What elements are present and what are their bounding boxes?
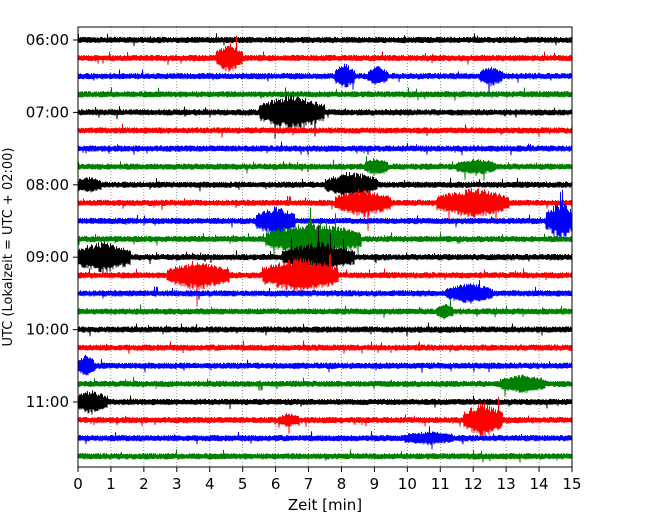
seismogram-trace [77, 279, 573, 304]
y-axis-ticks: 06:00 07:00 08:00 09:00 10:00 11:00 [26, 31, 78, 411]
x-tick-label: 1 [106, 475, 116, 493]
x-tick-label: 15 [562, 475, 581, 493]
x-tick-label: 14 [530, 475, 549, 493]
seismogram-trace [77, 63, 573, 97]
seismogram-trace [77, 87, 573, 101]
seismogram-trace [77, 171, 573, 212]
seismogram-trace [77, 123, 573, 138]
x-tick-label: 12 [464, 475, 483, 493]
seismogram-trace [77, 253, 573, 307]
seismogram-trace [77, 35, 573, 72]
x-axis-label: Zeit [min] [288, 496, 362, 514]
x-tick-label: 13 [497, 475, 516, 493]
seismogram-trace [77, 189, 573, 241]
y-axis-label: UTC (Lokalzeit = UTC + 02:00) [1, 148, 16, 347]
x-tick-label: 3 [172, 475, 182, 493]
x-tick-label: 5 [238, 475, 248, 493]
x-tick-label: 10 [398, 475, 417, 493]
y-tick-label: 09:00 [26, 248, 69, 266]
seismogram-traces [77, 33, 573, 463]
vertical-grid [110, 27, 540, 467]
seismogram-trace [77, 340, 573, 354]
seismogram-trace [77, 298, 573, 320]
x-tick-label: 2 [139, 475, 149, 493]
seismogram-trace [77, 188, 573, 231]
seismogram-trace [77, 141, 573, 156]
x-tick-label: 7 [304, 475, 314, 493]
x-tick-label: 4 [205, 475, 215, 493]
seismogram-trace [77, 449, 573, 463]
y-tick-label: 08:00 [26, 176, 69, 194]
y-tick-label: 10:00 [26, 321, 69, 339]
x-tick-label: 11 [431, 475, 450, 493]
x-axis-ticks: 0 1 2 3 4 5 6 7 8 9 10 11 12 13 14 15 [73, 467, 582, 493]
y-tick-label: 06:00 [26, 31, 69, 49]
seismogram-trace [77, 374, 573, 397]
seismogram-trace [77, 155, 573, 181]
seismogram-trace [77, 33, 573, 47]
x-tick-label: 0 [73, 475, 83, 493]
seismogram-trace [77, 396, 573, 438]
y-tick-label: 07:00 [26, 103, 69, 121]
seismogram-trace [77, 322, 573, 337]
seismogram-trace [77, 94, 573, 139]
y-tick-label: 11:00 [26, 393, 69, 411]
x-tick-label: 9 [370, 475, 380, 493]
seismogram-trace [77, 354, 573, 376]
seismogram-trace [77, 390, 573, 415]
seismogram-trace [77, 426, 573, 450]
x-tick-label: 8 [337, 475, 347, 493]
x-tick-label: 6 [271, 475, 281, 493]
plot-frame [77, 26, 573, 468]
